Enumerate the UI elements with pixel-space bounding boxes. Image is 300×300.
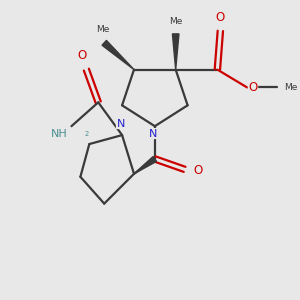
Text: O: O — [77, 49, 86, 62]
Text: O: O — [193, 164, 202, 177]
Text: N: N — [116, 118, 125, 129]
Text: O: O — [216, 11, 225, 24]
Polygon shape — [134, 157, 157, 174]
Text: NH: NH — [51, 129, 68, 139]
Text: O: O — [248, 81, 258, 94]
Text: Me: Me — [169, 17, 182, 26]
Text: $_2$: $_2$ — [84, 129, 90, 139]
Polygon shape — [172, 34, 179, 70]
Text: Me: Me — [96, 26, 110, 34]
Polygon shape — [102, 40, 134, 70]
Text: N: N — [149, 129, 158, 139]
Text: Me: Me — [284, 83, 298, 92]
